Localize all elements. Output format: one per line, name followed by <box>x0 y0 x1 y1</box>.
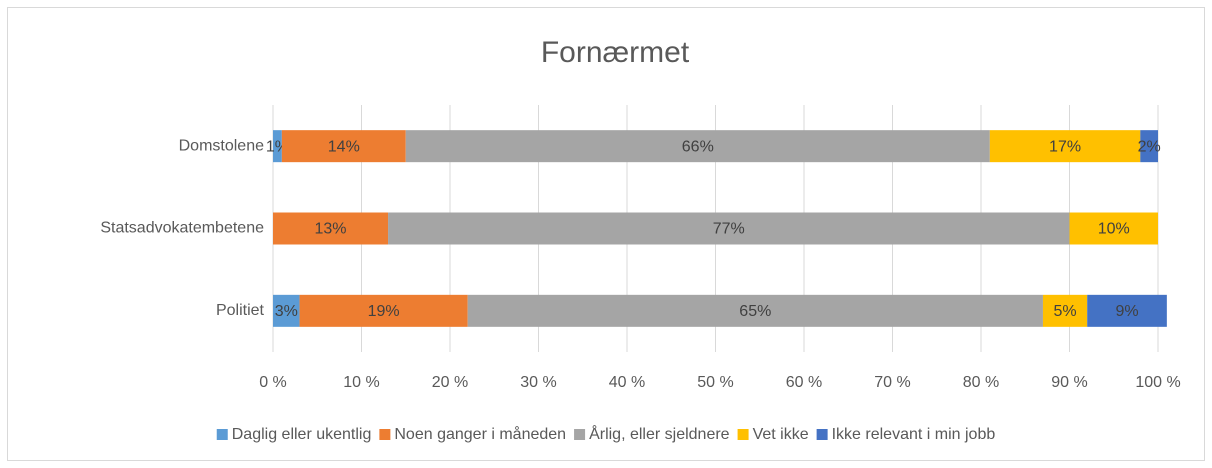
y-tick-label: Statsadvokatembetene <box>100 220 264 237</box>
x-tick-label: 40 % <box>609 374 645 391</box>
x-tick-label: 50 % <box>697 374 733 391</box>
bar-segment <box>273 130 282 163</box>
bar-segment <box>1069 212 1158 245</box>
data-label: 13% <box>315 221 347 238</box>
data-label: 19% <box>368 303 400 320</box>
bar-segment <box>1042 294 1088 327</box>
legend-label: Noen ganger i måneden <box>394 425 566 443</box>
bar-segment <box>388 212 1070 245</box>
legend-swatch <box>574 429 586 440</box>
data-label: 66% <box>682 138 714 155</box>
legend-label: Daglig eller ukentlig <box>232 426 372 443</box>
x-tick-label: 0 % <box>259 374 287 391</box>
bar-segment <box>299 294 468 327</box>
x-tick-label: 80 % <box>963 374 999 391</box>
x-tick-label: 10 % <box>343 374 379 391</box>
data-label: 10% <box>1098 221 1130 238</box>
bar-segment <box>273 294 300 327</box>
data-label: 3% <box>275 303 298 320</box>
data-label: 65% <box>739 303 771 320</box>
bar-segment <box>467 294 1043 327</box>
data-label: 17% <box>1049 138 1081 155</box>
bar-segment <box>281 130 406 163</box>
x-tick-label: 100 % <box>1135 374 1180 391</box>
data-label: 5% <box>1054 303 1077 320</box>
bar-segment <box>273 212 389 245</box>
x-tick-label: 90 % <box>1051 374 1087 391</box>
legend-swatch <box>816 429 828 440</box>
bar-segment <box>1140 130 1158 163</box>
legend-label: Årlig, eller sjeldnere <box>589 424 730 443</box>
x-tick-label: 70 % <box>874 374 910 391</box>
legend-label: Ikke relevant i min jobb <box>832 426 996 443</box>
data-label: 9% <box>1115 303 1138 320</box>
x-tick-label: 30 % <box>520 374 556 391</box>
y-tick-label: Domstolene <box>179 137 264 154</box>
x-tick-label: 60 % <box>786 374 822 391</box>
bar-segment <box>1087 294 1167 327</box>
data-label: 77% <box>713 221 745 238</box>
chart-title: Fornærmet <box>541 36 690 69</box>
data-label: 14% <box>328 138 360 155</box>
data-label: 2% <box>1138 138 1161 155</box>
bar-segment <box>405 130 990 163</box>
legend-swatch <box>737 429 749 440</box>
bar-segment <box>989 130 1141 163</box>
x-tick-label: 20 % <box>432 374 468 391</box>
legend-swatch <box>379 429 391 440</box>
y-tick-label: Politiet <box>216 302 265 319</box>
legend-label: Vet ikke <box>753 426 809 443</box>
legend-swatch <box>216 429 228 440</box>
